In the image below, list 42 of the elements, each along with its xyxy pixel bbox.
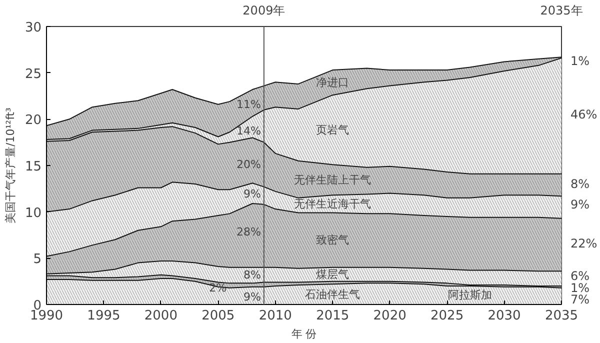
series-label: 煤层气 <box>316 268 350 281</box>
x-axis-title: 年 份 <box>291 328 317 340</box>
x-tick-label: 2030 <box>488 308 521 324</box>
annotation: 1% <box>570 280 590 295</box>
annotation: 9% <box>243 188 261 201</box>
annotation: 7% <box>570 292 590 306</box>
annotation: 8% <box>570 177 590 192</box>
series-label: 致密气 <box>316 234 350 247</box>
y-tick-label: 20 <box>24 113 42 128</box>
annotation: 28% <box>236 226 261 239</box>
annotation: 9% <box>570 197 590 212</box>
x-tick-label: 2025 <box>430 308 464 324</box>
series-label: 无伴生陆上干气 <box>294 173 372 186</box>
series-label: 页岩气 <box>316 123 350 136</box>
y-tick-label: 5 <box>33 252 42 268</box>
series-label: 阿拉斯加 <box>448 288 492 302</box>
annotation: 20% <box>236 158 261 172</box>
y-axis-title: 美国干气年产量/10¹²ft³ <box>4 108 17 224</box>
annotation: 14% <box>236 124 261 138</box>
annotation: 22% <box>570 236 598 250</box>
y-tick-label: 25 <box>24 66 42 82</box>
annotation: 8% <box>243 268 261 282</box>
x-tick-label: 2015 <box>316 308 350 324</box>
series-label: 石油伴生气 <box>305 288 360 301</box>
x-tick-label: 2020 <box>373 308 406 324</box>
annotation: 6% <box>570 268 590 283</box>
series-label: 净进口 <box>316 76 350 90</box>
y-tick-label: 30 <box>24 20 42 36</box>
annotation: 9% <box>243 290 261 304</box>
annotation: 11% <box>236 98 261 111</box>
series-label: 无伴生近海干气 <box>294 197 372 210</box>
x-tick-label: 2000 <box>144 308 178 324</box>
x-tick-label: 2035 <box>544 308 578 324</box>
y-tick-label: 15 <box>24 160 42 174</box>
x-tick-label: 2010 <box>258 308 292 324</box>
annotation: 1% <box>570 54 590 68</box>
y-tick-label: 10 <box>24 206 42 221</box>
x-tick-label: 2005 <box>202 308 235 324</box>
text: 2035年 <box>540 4 583 18</box>
annotation: 46% <box>570 108 598 122</box>
ref-line-label: 2009年 <box>242 4 286 18</box>
x-tick-label: 1995 <box>87 308 120 324</box>
